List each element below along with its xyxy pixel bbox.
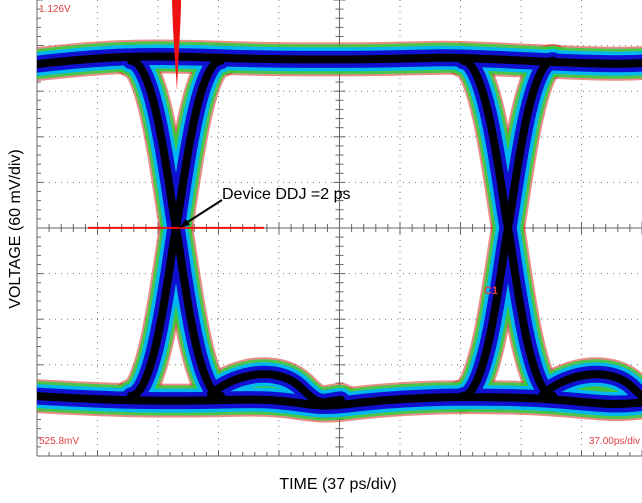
eye-trace [207, 370, 345, 407]
ddj-annotation: Device DDJ =2 ps [222, 186, 351, 203]
eye-traces [37, 39, 642, 423]
annotation-arrowhead [179, 219, 190, 228]
x-axis-label: TIME (37 ps/div) [279, 476, 396, 493]
eye-trace [459, 56, 557, 400]
c1-marker: C1 [484, 285, 498, 297]
top-left-readout: 1.126V [39, 4, 71, 15]
eye-trace [37, 392, 642, 410]
bottom-right-readout: 37.00ps/div [589, 436, 640, 447]
eye-trace [539, 370, 642, 402]
annotation-arrow [182, 199, 223, 226]
y-axis-label: VOLTAGE (60 mV/div) [7, 149, 24, 308]
vertical-histogram [172, 0, 181, 91]
bottom-left-readout: 525.8mV [39, 436, 79, 447]
markers [88, 0, 264, 229]
